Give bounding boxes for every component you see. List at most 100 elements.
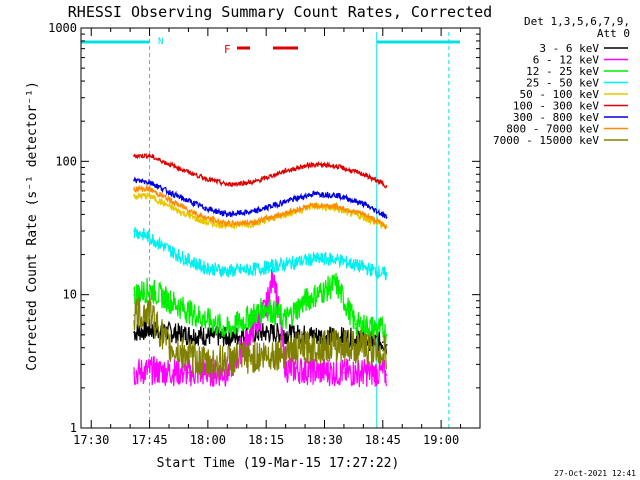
data-point [385,374,388,376]
plot-frame [80,27,481,429]
data-point [148,195,151,197]
data-point [284,367,287,370]
data-point [187,371,190,374]
series-line [133,227,387,281]
data-point [253,221,256,223]
data-point [335,165,338,167]
data-point [226,213,229,216]
x-tick-label: 19:00 [423,433,459,447]
data-point [385,353,388,355]
data-point [176,253,178,256]
data-point [343,371,345,374]
data-point [284,169,287,172]
data-point [304,369,306,372]
legend-label: 800 - 7000 keV [506,123,599,136]
series-line [133,152,387,189]
data-point [168,346,170,349]
y-axis-label: Corrected Count Rate (s⁻¹ detector⁻¹) [25,81,40,371]
data-point [304,346,306,349]
data-point [133,331,135,334]
series-line [133,184,387,230]
data-point [253,210,256,213]
data-point [226,371,229,374]
data-point [312,204,314,206]
data-point [253,268,256,271]
legend-header-line-2: Att 0 [597,27,630,40]
data-point [148,310,151,313]
data-point [382,213,384,216]
data-point [362,266,365,269]
data-point [148,181,151,183]
data-point [284,318,287,321]
data-point [284,263,287,265]
data-point [133,179,135,182]
data-point [187,310,190,313]
data-point [284,200,287,203]
data-point [133,195,135,197]
data-point [203,266,205,269]
data-point [382,371,384,374]
series-7000-15000-kev [133,294,388,381]
legend-label: 25 - 50 keV [526,77,599,90]
axes: 1 10 100 1000 17:30 17:45 18:00 18:15 18:30 18:45… [48,21,481,447]
data-point [148,288,151,290]
data-point [343,344,345,346]
data-point [335,283,338,285]
chart-title: RHESSI Observing Summary Count Rates, Co… [68,3,492,21]
data-point [133,155,135,157]
x-tick-label: 18:00 [190,433,226,447]
data-point [207,363,209,366]
data-point [385,334,388,336]
data-point [226,270,229,273]
series-800-7000-kev [133,184,388,230]
data-point [203,216,205,219]
x-tick-label: 17:30 [73,433,109,447]
data-point [265,354,268,357]
data-point [176,166,178,169]
data-point [226,183,229,186]
data-point [148,236,151,238]
data-point [382,223,384,225]
flag-label: F [224,43,231,56]
legend-label: 100 - 300 keV [513,100,599,113]
series-line [133,294,387,381]
data-point [133,293,135,296]
x-tick-label: 17:45 [131,433,167,447]
legend-label: 6 - 12 keV [533,54,600,67]
data-point [362,173,365,176]
data-point [187,334,190,336]
series-25-50-kev [133,227,388,281]
data-point [148,369,151,372]
y-tick-label: 10 [63,288,77,302]
series-300-800-kev [133,176,388,219]
data-point [335,258,338,260]
data-point [148,188,151,190]
series-line [133,265,387,388]
data-point [176,203,178,205]
data-point [354,323,357,326]
x-tick-label: 18:30 [306,433,342,447]
series-line [133,176,387,219]
data-point [133,230,135,232]
data-point [226,223,229,225]
data-point [148,328,151,331]
data-point [226,336,229,339]
data-point [385,344,388,346]
data-point [312,258,314,260]
legend-label: 7000 - 15000 keV [493,134,599,147]
data-point [148,155,151,157]
data-point [385,216,388,219]
series-100-300-kev [133,152,388,189]
data-point [382,272,384,275]
data-point [382,349,384,352]
legend-label: 12 - 25 keV [526,65,599,78]
data-point [176,195,178,197]
x-tick-label: 18:15 [248,433,284,447]
data-point [203,206,205,209]
y-tick-label: 1000 [48,21,77,35]
y-tick-label: 100 [55,154,77,168]
data-point [203,177,205,179]
